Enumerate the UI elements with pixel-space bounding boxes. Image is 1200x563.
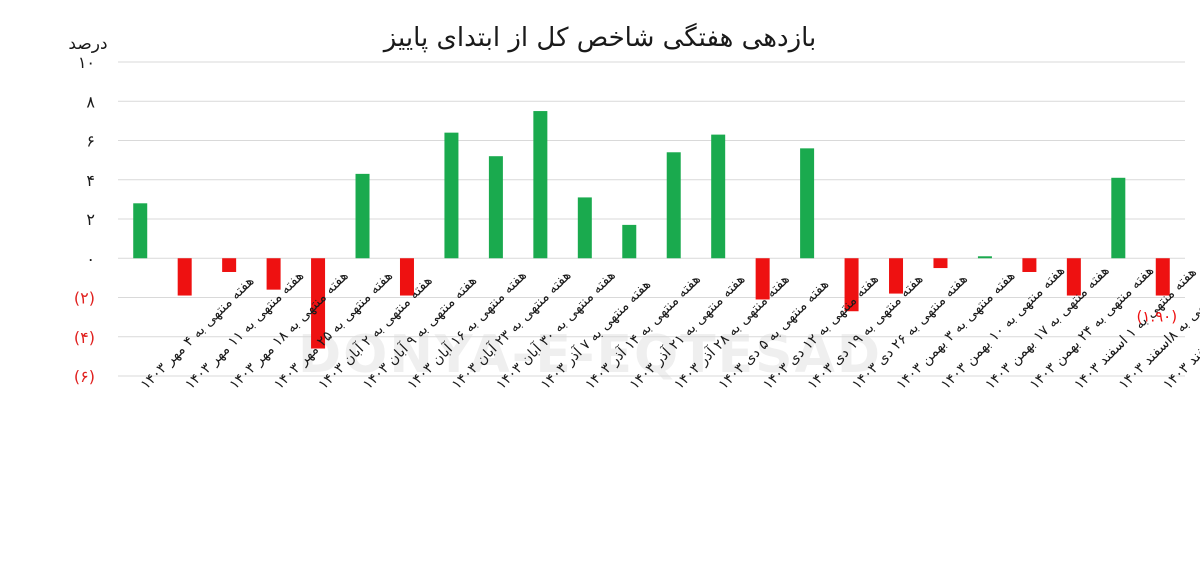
bar: [1111, 177, 1126, 259]
bar: [177, 258, 192, 296]
bar: [266, 258, 281, 290]
chart-title: بازدهی هفتگی شاخص کل از ابتدای پاییز: [382, 22, 817, 53]
y-tick-label: (۶): [74, 367, 95, 386]
y-tick-label: (۲): [74, 289, 95, 308]
bar: [355, 173, 370, 259]
bar: [844, 258, 859, 312]
bar: [1066, 258, 1081, 296]
y-tick-label: ۱۰: [78, 53, 95, 72]
watermark: DONYA-E-EQTESAD: [298, 325, 882, 385]
bar: [311, 258, 326, 349]
bar: [666, 152, 681, 259]
y-tick-label: ۶: [86, 132, 95, 151]
bar: [933, 258, 948, 269]
bar: [577, 197, 592, 259]
bar: [800, 148, 815, 259]
bars: [133, 111, 1170, 349]
y-axis-label: درصد: [68, 34, 107, 54]
bar: [755, 258, 770, 300]
bar: [488, 156, 503, 259]
bar: [444, 132, 459, 259]
y-tick-label: (۴): [74, 328, 95, 347]
grid-lines: [118, 61, 1185, 377]
y-tick-label: ۲: [86, 210, 95, 229]
bar: [533, 111, 548, 259]
bar: [889, 258, 904, 294]
bar: [977, 256, 992, 259]
bar: [711, 134, 726, 259]
bar: [399, 258, 414, 296]
bar: [1022, 258, 1037, 272]
data-label: (۱.۹۰): [1136, 308, 1177, 326]
data-labels: (۱.۹۰): [1136, 308, 1177, 326]
y-tick-label: ۴: [86, 171, 95, 190]
bar: [133, 203, 148, 259]
y-tick-label: ۸: [86, 92, 95, 111]
watermark-text: DONYA-E-EQTESAD: [298, 325, 882, 385]
bar: [622, 224, 637, 259]
y-tick-label: ۰: [86, 249, 95, 268]
y-axis-ticks: ۱۰ ۸ ۶ ۴ ۲ ۰ (۲) (۴) (۶): [74, 53, 95, 386]
bar: [222, 258, 237, 272]
bar: [1155, 258, 1170, 296]
